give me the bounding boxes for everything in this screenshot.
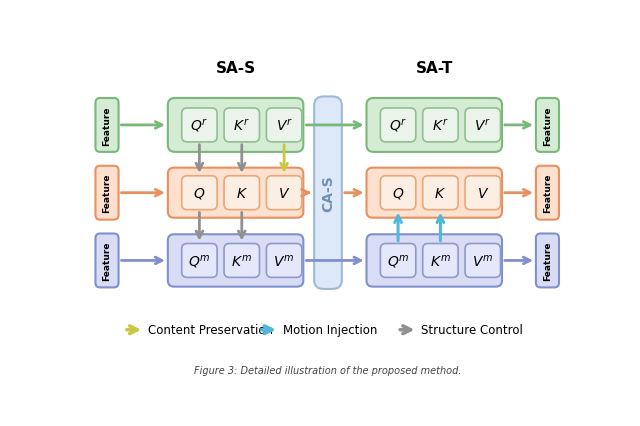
Text: Structure Control: Structure Control [421, 323, 523, 337]
Text: $K^r$: $K^r$ [234, 118, 250, 134]
Text: $Q^m$: $Q^m$ [188, 252, 211, 269]
FancyBboxPatch shape [168, 235, 303, 287]
Text: Feature: Feature [102, 173, 111, 213]
Text: Feature: Feature [543, 106, 552, 145]
Text: $Q^m$: $Q^m$ [387, 252, 410, 269]
FancyBboxPatch shape [380, 176, 416, 210]
Text: $K^m$: $K^m$ [430, 253, 451, 269]
FancyBboxPatch shape [367, 235, 502, 287]
Text: $K^m$: $K^m$ [231, 253, 252, 269]
Text: Motion Injection: Motion Injection [283, 323, 377, 337]
FancyBboxPatch shape [266, 109, 302, 143]
FancyBboxPatch shape [224, 244, 259, 278]
Text: $V^m$: $V^m$ [472, 253, 493, 269]
Text: Feature: Feature [102, 241, 111, 281]
Text: $V^r$: $V^r$ [474, 118, 492, 134]
FancyBboxPatch shape [266, 176, 302, 210]
Text: Content Preservation: Content Preservation [148, 323, 273, 337]
FancyBboxPatch shape [95, 234, 118, 288]
FancyBboxPatch shape [536, 234, 559, 288]
Text: $K^r$: $K^r$ [432, 118, 449, 134]
FancyBboxPatch shape [168, 168, 303, 218]
FancyBboxPatch shape [367, 168, 502, 218]
FancyBboxPatch shape [465, 244, 500, 278]
Text: $V^m$: $V^m$ [273, 253, 295, 269]
Text: $Q$: $Q$ [193, 186, 205, 201]
Text: $Q^r$: $Q^r$ [190, 117, 209, 134]
Text: $Q$: $Q$ [392, 186, 404, 201]
Text: SA-T: SA-T [415, 60, 453, 75]
FancyBboxPatch shape [168, 99, 303, 153]
Text: $V$: $V$ [477, 186, 489, 200]
Text: Feature: Feature [543, 173, 552, 213]
FancyBboxPatch shape [314, 97, 342, 289]
FancyBboxPatch shape [182, 244, 217, 278]
Text: Feature: Feature [102, 106, 111, 145]
FancyBboxPatch shape [536, 99, 559, 153]
FancyBboxPatch shape [422, 244, 458, 278]
FancyBboxPatch shape [422, 176, 458, 210]
FancyBboxPatch shape [95, 99, 118, 153]
Text: $V^r$: $V^r$ [276, 118, 292, 134]
Text: $K$: $K$ [236, 186, 248, 200]
Text: Figure 3: Detailed illustration of the proposed method.: Figure 3: Detailed illustration of the p… [195, 365, 461, 375]
Text: CA-S: CA-S [321, 175, 335, 212]
FancyBboxPatch shape [182, 176, 217, 210]
FancyBboxPatch shape [266, 244, 302, 278]
FancyBboxPatch shape [182, 109, 217, 143]
FancyBboxPatch shape [367, 99, 502, 153]
Text: Feature: Feature [543, 241, 552, 281]
FancyBboxPatch shape [380, 109, 416, 143]
Text: $Q^r$: $Q^r$ [389, 117, 407, 134]
FancyBboxPatch shape [465, 109, 500, 143]
FancyBboxPatch shape [224, 109, 259, 143]
FancyBboxPatch shape [224, 176, 259, 210]
FancyBboxPatch shape [380, 244, 416, 278]
FancyBboxPatch shape [536, 166, 559, 220]
Text: $V$: $V$ [278, 186, 291, 200]
FancyBboxPatch shape [95, 166, 118, 220]
FancyBboxPatch shape [422, 109, 458, 143]
Text: $K$: $K$ [435, 186, 447, 200]
FancyBboxPatch shape [465, 176, 500, 210]
Text: SA-S: SA-S [216, 60, 255, 75]
